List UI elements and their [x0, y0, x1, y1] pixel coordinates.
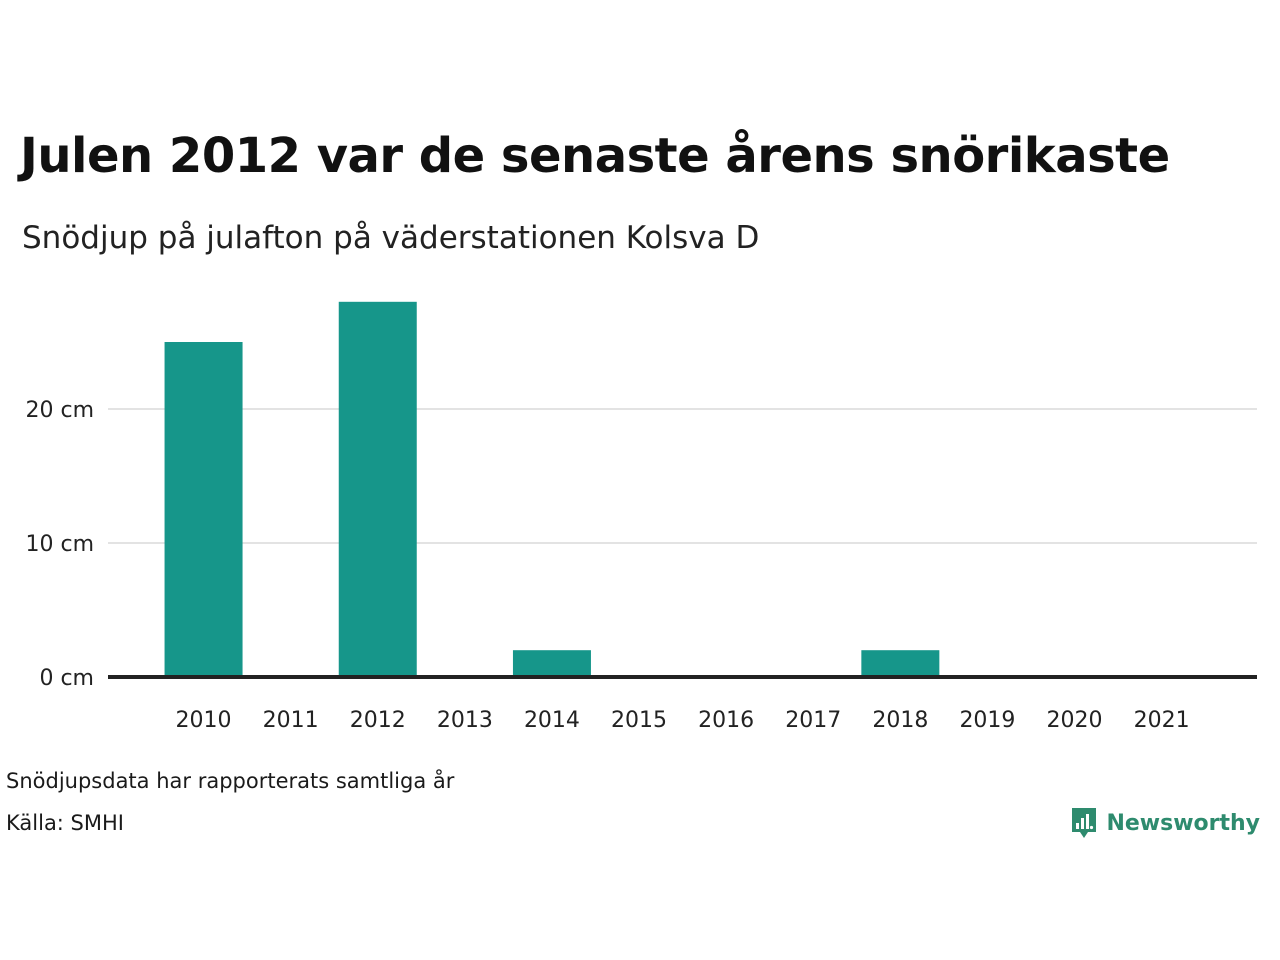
- bar: [164, 342, 243, 677]
- x-tick-label: 2018: [872, 708, 928, 733]
- bar: [338, 301, 417, 677]
- x-tick-label: 2017: [785, 708, 841, 733]
- x-tick-label: 2021: [1134, 708, 1190, 733]
- bar: [861, 650, 940, 677]
- x-tick-label: 2020: [1047, 708, 1103, 733]
- data-note: Snödjupsdata har rapporterats samtliga å…: [6, 769, 455, 793]
- x-tick-label: 2016: [698, 708, 754, 733]
- bar-chart: 0 cm 10 cm 20 cm 2010 2011 2012 2013 2014 2015 20…: [25, 301, 1257, 733]
- x-tick-label: 2010: [176, 708, 232, 733]
- y-tick-label: 10 cm: [25, 532, 94, 557]
- bar: [512, 650, 591, 677]
- x-tick-label: 2011: [263, 708, 319, 733]
- newsworthy-logo-icon: [1072, 808, 1097, 838]
- chart-subtitle: Snödjup på julafton på väderstationen Ko…: [22, 220, 760, 256]
- brand-name: Newsworthy: [1106, 810, 1260, 836]
- y-tick-label: 0 cm: [39, 666, 94, 691]
- x-tick-label: 2019: [959, 708, 1015, 733]
- chart-title: Julen 2012 var de senaste årens snörikas…: [20, 128, 1170, 184]
- newsworthy-brand: Newsworthy: [1070, 806, 1260, 840]
- y-tick-label: 20 cm: [25, 398, 94, 423]
- x-tick-label: 2014: [524, 708, 580, 733]
- source-credit: Källa: SMHI: [6, 811, 124, 835]
- x-tick-label: 2015: [611, 708, 667, 733]
- x-tick-label: 2012: [350, 708, 406, 733]
- x-tick-label: 2013: [437, 708, 493, 733]
